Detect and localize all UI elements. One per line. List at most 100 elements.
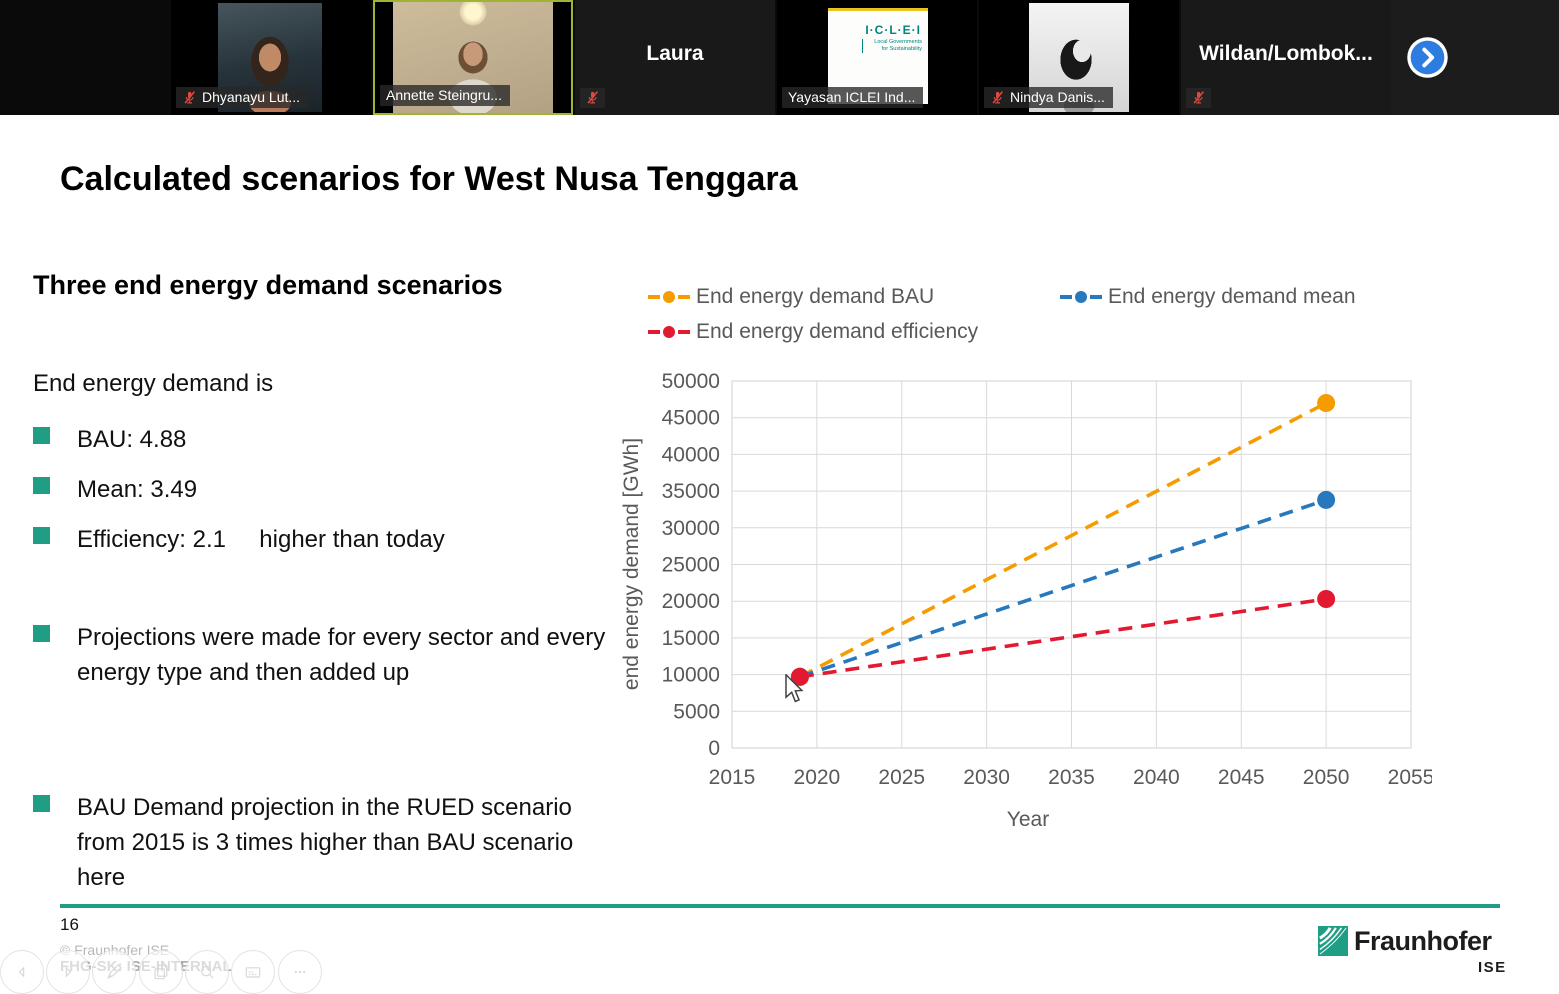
plot-border (731, 380, 1412, 749)
x-tick-label: 2020 (794, 766, 841, 789)
y-tick-label: 25000 (662, 554, 720, 577)
chevron-right-icon (1407, 37, 1448, 78)
participant-tile-wildan[interactable]: Wildan/Lombok... (1181, 0, 1391, 115)
intro-text: End energy demand is (33, 370, 274, 397)
x-tick-label: 2015 (709, 766, 756, 789)
section-heading: Three end energy demand scenarios (33, 270, 503, 300)
legend-label: End energy demand BAU (696, 285, 935, 308)
data-point (1317, 394, 1336, 413)
participant-name: Wildan/Lombok... (1199, 42, 1373, 65)
y-tick-label: 30000 (662, 517, 720, 540)
mic-slash-icon (1193, 91, 1204, 104)
bullet-item: Efficiency: 2.1 higher than today (33, 522, 607, 557)
y-tick-label: 40000 (662, 443, 720, 466)
logo-sub-text: ISE (1478, 959, 1507, 976)
data-point (790, 667, 809, 686)
next-participants-button[interactable] (1406, 36, 1449, 79)
bullet-item: Projections were made for every sector a… (33, 620, 607, 690)
prev-arrow-icon (18, 966, 25, 978)
participant-name: Nindya Danis... (1010, 89, 1105, 105)
participants-strip: Dhyanayu Lut... Annette Steingru... Laur… (0, 0, 1559, 115)
line-chart: 0 5000 10000 15000 20000 25000 30000 35000 40000… (612, 368, 1434, 838)
bullet-item: BAU Demand projection in the RUED scenar… (33, 790, 607, 895)
y-axis-label: end energy demand [GWh] (620, 438, 643, 690)
bullet-square-icon (33, 427, 50, 444)
more-dots-icon (294, 970, 306, 974)
series-line (799, 597, 1327, 679)
data-point (1317, 490, 1336, 509)
bullet-square-icon (33, 477, 50, 494)
y-tick-label: 10000 (662, 664, 720, 687)
next-arrow-icon (65, 966, 72, 978)
zoom-tool-button[interactable] (185, 950, 229, 994)
y-tick-label: 50000 (662, 370, 720, 393)
logo-text: Fraunhofer (1354, 926, 1492, 956)
bullet-text: Mean: 3.49 (77, 476, 198, 503)
bullet-text: BAU Demand projection in the RUED scenar… (77, 794, 574, 891)
prev-slide-button[interactable] (0, 950, 44, 994)
x-tick-label: 2055 (1388, 766, 1432, 789)
y-tick-label: 35000 (662, 480, 720, 503)
mouse-cursor (784, 672, 806, 709)
participant-tile-nindya[interactable]: Nindya Danis... (979, 0, 1179, 115)
legend-marker-dashed-dot (1060, 291, 1102, 303)
x-tick-label: 2035 (1048, 766, 1095, 789)
x-tick-label: 2045 (1218, 766, 1265, 789)
pen-icon (107, 964, 122, 979)
participant-tile-annette-active-speaker[interactable]: Annette Steingru... (373, 0, 573, 115)
y-tick-label: 15000 (662, 627, 720, 650)
legend-marker-dashed-dot (648, 326, 690, 338)
bullet-item: Mean: 3.49 (33, 472, 607, 507)
participant-tile-laura[interactable]: Laura (575, 0, 775, 115)
participant-name: Yayasan ICLEI Ind... (788, 89, 916, 105)
legend-item: End energy demand BAU (648, 285, 934, 309)
bullet-text: Efficiency: 2.1 higher than today (77, 526, 445, 553)
x-tick-label: 2040 (1133, 766, 1180, 789)
x-axis-label: Year (1007, 808, 1049, 831)
participant-name-label (580, 88, 605, 108)
mic-slash-icon (992, 90, 1003, 104)
y-tick-label: 45000 (662, 407, 720, 430)
page-number: 16 (60, 915, 79, 934)
pen-tool-button[interactable] (92, 950, 136, 994)
fraunhofer-logo: Fraunhofer ISE (1318, 926, 1505, 976)
chart-svg: 0 5000 10000 15000 20000 25000 30000 35000 40000… (620, 370, 1434, 831)
legend-marker-dashed-dot (648, 291, 690, 303)
x-tick-label: 2050 (1303, 766, 1350, 789)
footer-divider-line (60, 904, 1500, 908)
y-tick-label: 5000 (673, 700, 720, 723)
participant-name-label: Nindya Danis... (984, 87, 1113, 108)
legend-item: End energy demand efficiency (648, 320, 978, 344)
participant-tile-dhyanayu[interactable]: Dhyanayu Lut... (171, 0, 371, 115)
pages-icon (154, 964, 168, 980)
y-tick-label: 0 (708, 737, 720, 760)
participant-tile-yayasan-iclei[interactable]: I·C·L·E·I Local Governments for Sustaina… (777, 0, 977, 115)
bullet-text: BAU: 4.88 (77, 426, 187, 453)
more-options-button[interactable] (278, 950, 322, 994)
legend-item: End energy demand mean (1060, 285, 1356, 309)
x-tick-label: 2030 (963, 766, 1010, 789)
participant-name-label: Yayasan ICLEI Ind... (782, 87, 924, 108)
y-tick-label: 20000 (662, 590, 720, 613)
slide-title: Calculated scenarios for West Nusa Tengg… (60, 160, 798, 198)
magnifier-icon (201, 966, 214, 979)
slides-overview-button[interactable] (139, 950, 183, 994)
bullet-square-icon (33, 527, 50, 544)
participant-name: Annette Steingru... (386, 87, 502, 103)
legend-label: End energy demand mean (1108, 285, 1356, 308)
bullet-square-icon (33, 795, 50, 812)
bullet-square-icon (33, 625, 50, 642)
notes-button[interactable] (231, 950, 275, 994)
participant-name-label: Dhyanayu Lut... (176, 87, 309, 108)
data-point (1317, 589, 1336, 608)
next-slide-button[interactable] (46, 950, 90, 994)
bullet-text: Projections were made for every sector a… (77, 624, 606, 686)
participant-name: Laura (646, 42, 704, 65)
participant-name-label: Annette Steingru... (380, 85, 510, 106)
legend-label: End energy demand efficiency (696, 320, 979, 343)
notes-card-icon (245, 967, 261, 978)
participant-name-label (1186, 88, 1211, 108)
series-line (799, 498, 1327, 679)
iclei-logo-subtext: Local Governments for Sustainability (862, 39, 922, 53)
participant-name: Dhyanayu Lut... (202, 89, 301, 105)
